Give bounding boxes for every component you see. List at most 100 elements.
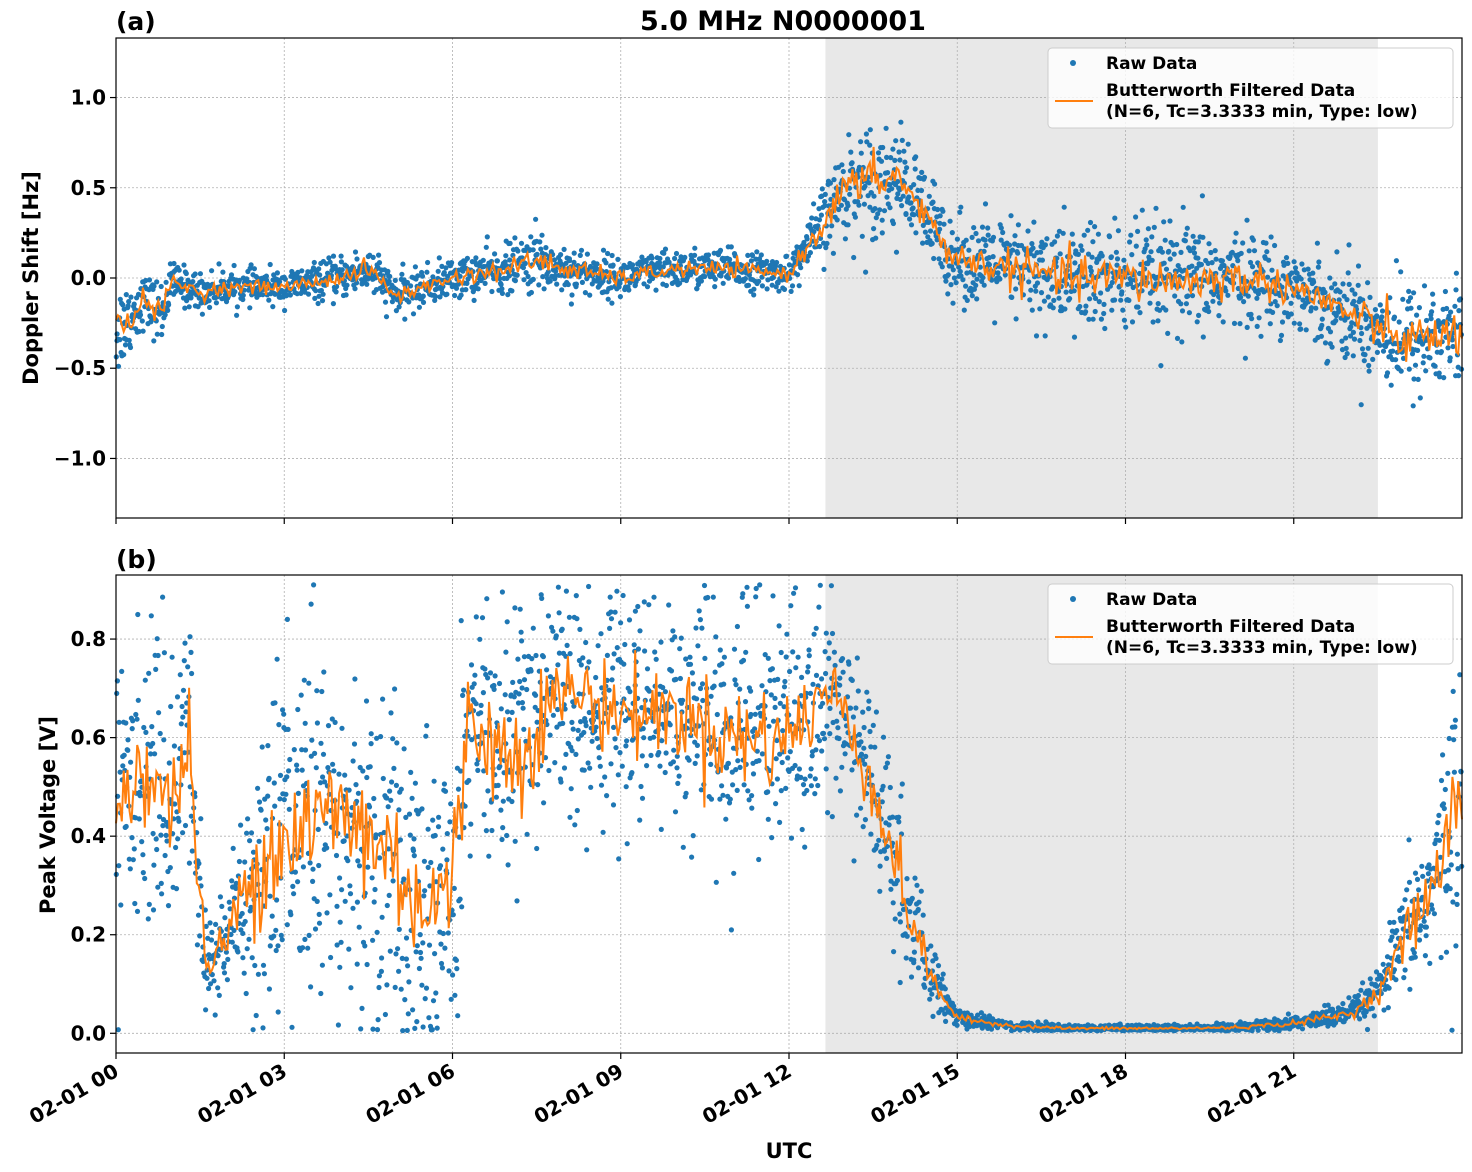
raw-data-point — [879, 230, 885, 236]
raw-data-point — [875, 792, 881, 798]
raw-data-point — [1428, 316, 1434, 322]
raw-data-point — [310, 866, 316, 872]
raw-data-point — [371, 899, 377, 905]
raw-data-point — [536, 282, 542, 288]
raw-data-point — [606, 279, 612, 285]
raw-data-point — [319, 962, 325, 968]
raw-data-point — [883, 764, 889, 771]
raw-data-point — [1247, 259, 1254, 266]
raw-data-point — [216, 261, 222, 267]
raw-data-point — [1182, 238, 1188, 244]
raw-data-point — [1453, 270, 1459, 276]
raw-data-point — [559, 287, 565, 293]
raw-data-point — [240, 930, 246, 937]
raw-data-point — [492, 673, 498, 679]
raw-data-point — [1442, 288, 1448, 295]
raw-data-point — [255, 785, 261, 791]
raw-data-point — [1233, 230, 1239, 236]
raw-data-point — [559, 626, 565, 632]
raw-data-point — [363, 698, 370, 704]
raw-data-point — [406, 979, 412, 985]
raw-data-point — [403, 935, 410, 941]
raw-data-point — [826, 640, 832, 646]
raw-data-point — [556, 650, 563, 656]
raw-data-point — [809, 753, 815, 759]
raw-data-point — [509, 798, 515, 805]
raw-data-point — [306, 932, 312, 939]
raw-data-point — [1248, 311, 1254, 317]
raw-data-point — [627, 689, 633, 695]
raw-data-point — [248, 830, 255, 836]
raw-data-point — [1174, 335, 1181, 341]
raw-data-point — [301, 677, 307, 683]
raw-data-point — [611, 724, 617, 731]
raw-data-point — [392, 277, 398, 283]
raw-data-point — [683, 656, 689, 662]
raw-data-point — [1365, 345, 1371, 351]
raw-data-point — [630, 262, 636, 268]
raw-data-point — [688, 732, 694, 739]
raw-data-point — [854, 655, 860, 661]
raw-data-point — [1329, 344, 1335, 350]
raw-data-point — [468, 821, 474, 827]
x-ticks-a — [115, 518, 1295, 524]
raw-data-point — [1235, 258, 1241, 264]
raw-data-point — [315, 300, 321, 307]
raw-data-point — [481, 768, 487, 774]
raw-data-point — [686, 757, 692, 763]
raw-data-point — [578, 247, 585, 253]
raw-data-point — [387, 948, 393, 954]
raw-data-point — [114, 331, 120, 337]
raw-data-point — [320, 774, 326, 780]
raw-data-point — [894, 877, 901, 884]
raw-data-point — [817, 582, 823, 588]
raw-data-point — [327, 259, 333, 265]
raw-data-point — [827, 731, 833, 737]
raw-data-point — [575, 736, 581, 742]
raw-data-point — [320, 291, 326, 297]
raw-data-point — [196, 860, 202, 867]
raw-data-point — [162, 852, 168, 859]
raw-data-point — [780, 693, 787, 699]
raw-data-point — [764, 286, 770, 292]
raw-data-point — [730, 782, 736, 788]
raw-data-point — [181, 750, 188, 756]
raw-data-point — [839, 656, 846, 662]
raw-data-point — [890, 146, 896, 152]
raw-data-point — [272, 700, 278, 706]
raw-data-point — [1081, 232, 1087, 238]
raw-data-point — [733, 682, 739, 688]
raw-data-point — [471, 297, 477, 303]
raw-data-point — [974, 296, 980, 302]
raw-data-point — [506, 273, 512, 279]
raw-data-point — [566, 614, 573, 620]
raw-data-point — [332, 719, 338, 726]
raw-data-point — [499, 589, 505, 595]
raw-data-point — [1184, 225, 1190, 231]
raw-data-point — [189, 670, 195, 677]
raw-data-point — [878, 158, 885, 164]
raw-data-point — [568, 301, 575, 307]
raw-data-point — [295, 790, 301, 797]
raw-data-point — [827, 705, 833, 712]
raw-data-point — [1380, 348, 1387, 354]
raw-data-point — [507, 240, 513, 246]
raw-data-point — [1071, 334, 1078, 340]
raw-data-point — [744, 584, 750, 590]
raw-data-point — [1429, 309, 1435, 315]
raw-data-point — [236, 277, 242, 283]
raw-data-point — [753, 585, 759, 592]
raw-data-point — [935, 206, 941, 213]
raw-data-point — [506, 717, 512, 723]
raw-data-point — [927, 987, 933, 993]
raw-data-point — [240, 955, 246, 961]
raw-data-point — [756, 856, 762, 863]
raw-data-point — [907, 216, 913, 222]
raw-data-point — [1186, 310, 1192, 316]
raw-data-point — [897, 187, 903, 193]
raw-data-point — [353, 782, 359, 788]
raw-data-point — [432, 293, 439, 300]
raw-data-point — [888, 886, 894, 892]
raw-data-point — [778, 649, 784, 656]
raw-data-point — [618, 620, 624, 626]
